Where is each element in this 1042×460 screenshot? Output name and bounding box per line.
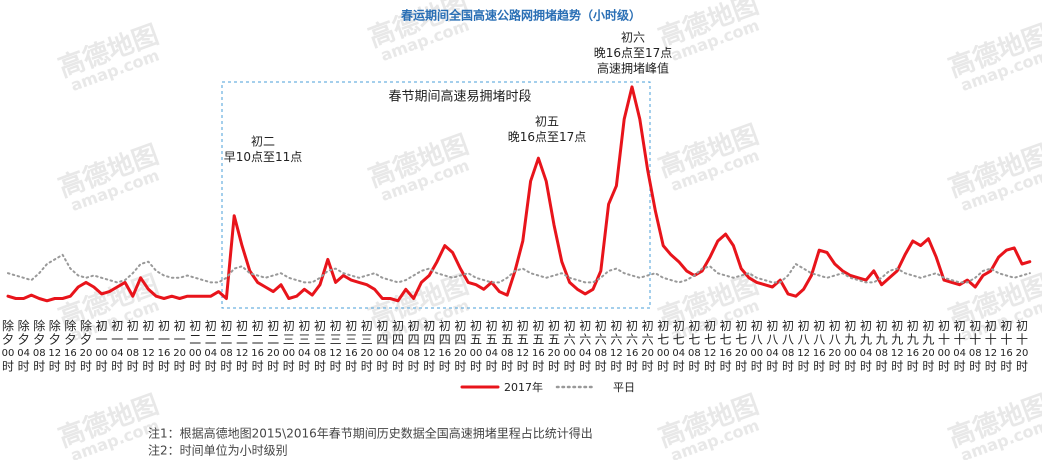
x-tick-label: 初六 20 时 xyxy=(641,319,654,374)
x-tick-label: 初二 16 时 xyxy=(251,319,264,374)
x-tick-label: 初一 08 时 xyxy=(126,319,139,374)
annotation: 高速拥堵峰值 xyxy=(597,61,669,76)
x-tick-label: 初四 16 时 xyxy=(438,319,451,374)
x-tick-label: 初十 04 时 xyxy=(953,319,966,374)
x-tick-label: 初五 16 时 xyxy=(532,319,545,374)
x-tick-label: 初一 04 时 xyxy=(111,319,124,374)
holiday-box xyxy=(221,81,651,309)
x-tick-label: 初七 12 时 xyxy=(704,319,717,374)
x-tick-label: 初五 00 时 xyxy=(470,319,483,374)
x-tick-label: 初九 12 时 xyxy=(891,319,904,374)
x-tick-label: 初三 08 时 xyxy=(314,319,327,374)
annotation: 初二 xyxy=(251,135,275,149)
x-tick-label: 初三 00 时 xyxy=(282,319,295,374)
x-tick-label: 除夕 00 时 xyxy=(2,318,15,374)
annotation: 初五 xyxy=(535,115,559,129)
x-tick-label: 初一 20 时 xyxy=(173,319,186,374)
x-tick-label: 初十 20 时 xyxy=(1016,319,1029,374)
x-tick-label: 初一 16 时 xyxy=(158,319,171,374)
x-tick-label: 初二 08 时 xyxy=(220,319,233,374)
x-tick-label: 初四 12 时 xyxy=(423,319,436,374)
note: 注2：时间单位为小时级别 xyxy=(148,443,288,458)
x-tick-label: 初六 04 时 xyxy=(579,319,592,374)
x-tick-label: 初十 08 时 xyxy=(969,319,982,374)
x-tick-label: 初五 20 时 xyxy=(548,319,561,374)
x-tick-label: 初七 16 时 xyxy=(719,319,732,374)
annotation: 初六 xyxy=(621,31,645,45)
x-tick-label: 初二 20 时 xyxy=(267,319,280,374)
x-tick-label: 初六 00 时 xyxy=(563,319,576,374)
x-tick-label: 初五 04 时 xyxy=(485,319,498,374)
x-tick-label: 初七 08 时 xyxy=(688,319,701,374)
annotation: 晚16点至17点 xyxy=(508,130,587,144)
x-tick-label: 初一 12 时 xyxy=(142,319,155,374)
x-tick-label: 初六 16 时 xyxy=(626,319,639,374)
x-tick-label: 初八 16 时 xyxy=(813,319,826,374)
x-tick-label: 初四 08 时 xyxy=(407,319,420,374)
x-tick-label: 初九 20 时 xyxy=(922,319,935,374)
annotation: 晚16点至17点 xyxy=(594,46,673,60)
x-tick-label: 初七 00 时 xyxy=(657,319,670,374)
x-tick-label: 初四 00 时 xyxy=(376,319,389,374)
x-tick-label: 初九 04 时 xyxy=(860,319,873,374)
x-tick-label: 初七 04 时 xyxy=(672,319,685,374)
x-tick-label: 初四 20 时 xyxy=(454,319,467,374)
x-tick-label: 除夕 16 时 xyxy=(64,318,77,374)
x-tick-label: 初三 20 时 xyxy=(360,319,373,374)
x-tick-label: 初九 16 时 xyxy=(906,319,919,374)
annotation: 早10点至11点 xyxy=(224,150,303,164)
note: 注1：根据高德地图2015\2016年春节期间历史数据全国高速拥堵里程占比统计得… xyxy=(148,426,593,441)
x-tick-label: 初一 00 时 xyxy=(95,319,108,374)
x-tick-label: 除夕 04 时 xyxy=(17,318,30,374)
series-line xyxy=(6,85,1032,303)
x-tick-label: 初六 12 时 xyxy=(610,319,623,374)
box-label: 春节期间高速易拥堵时段 xyxy=(388,89,531,105)
x-tick-label: 初三 04 时 xyxy=(298,319,311,374)
x-tick-label: 初九 00 时 xyxy=(844,319,857,374)
x-tick-label: 初二 00 时 xyxy=(189,319,202,374)
chart-title: 春运期间全国高速公路网拥堵趋势（小时级） xyxy=(400,8,641,23)
x-tick-label: 初七 20 时 xyxy=(735,319,748,374)
x-tick-label: 初八 00 时 xyxy=(750,319,763,374)
x-tick-label: 初九 08 时 xyxy=(875,319,888,374)
x-tick-label: 除夕 08 时 xyxy=(33,318,46,374)
x-tick-label: 初三 12 时 xyxy=(329,319,342,374)
x-tick-label: 初二 12 时 xyxy=(236,319,249,374)
legend-label: 2017年 xyxy=(504,380,543,394)
x-tick-label: 初八 12 时 xyxy=(797,319,810,374)
x-tick-label: 初五 12 时 xyxy=(516,319,529,374)
x-tick-label: 初十 16 时 xyxy=(1000,319,1013,374)
x-tick-label: 初六 08 时 xyxy=(594,319,607,374)
x-tick-label: 初八 20 时 xyxy=(828,319,841,374)
x-tick-label: 初八 08 时 xyxy=(782,319,795,374)
x-tick-label: 初八 04 时 xyxy=(766,319,779,374)
series-line xyxy=(7,253,1031,284)
x-tick-label: 初五 08 时 xyxy=(501,319,514,374)
x-tick-label: 初十 00 时 xyxy=(938,319,951,374)
legend-label: 平日 xyxy=(613,381,635,394)
x-tick-label: 初三 16 时 xyxy=(345,319,358,374)
x-tick-label: 除夕 12 时 xyxy=(48,318,61,374)
x-tick-label: 初十 12 时 xyxy=(984,319,997,374)
x-tick-label: 除夕 20 时 xyxy=(80,318,93,374)
x-tick-label: 初四 04 时 xyxy=(392,319,405,374)
x-tick-label: 初二 04 时 xyxy=(204,319,217,374)
